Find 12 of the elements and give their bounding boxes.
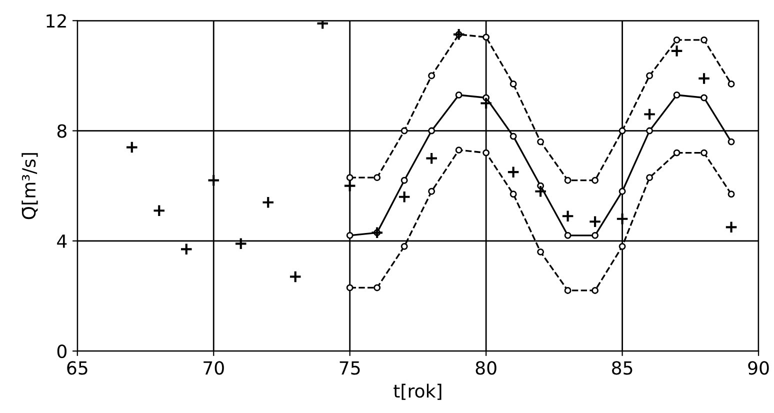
x-axis-title: t[rok]: [394, 384, 442, 400]
y-tick-label: 0: [57, 344, 66, 358]
x-tick-label: 85: [612, 361, 632, 375]
y-tick-label: 8: [57, 124, 66, 138]
x-tick-label: 75: [340, 361, 360, 375]
x-tick-label: 70: [204, 361, 224, 375]
x-tick-label: 65: [67, 361, 88, 375]
x-tick-label: 80: [476, 361, 496, 375]
y-axis-title: Q̄[m³/s]: [22, 153, 38, 220]
y-tick-label: 4: [57, 234, 67, 248]
x-tick-label: 90: [748, 361, 769, 375]
y-tick-label: 12: [46, 14, 66, 28]
